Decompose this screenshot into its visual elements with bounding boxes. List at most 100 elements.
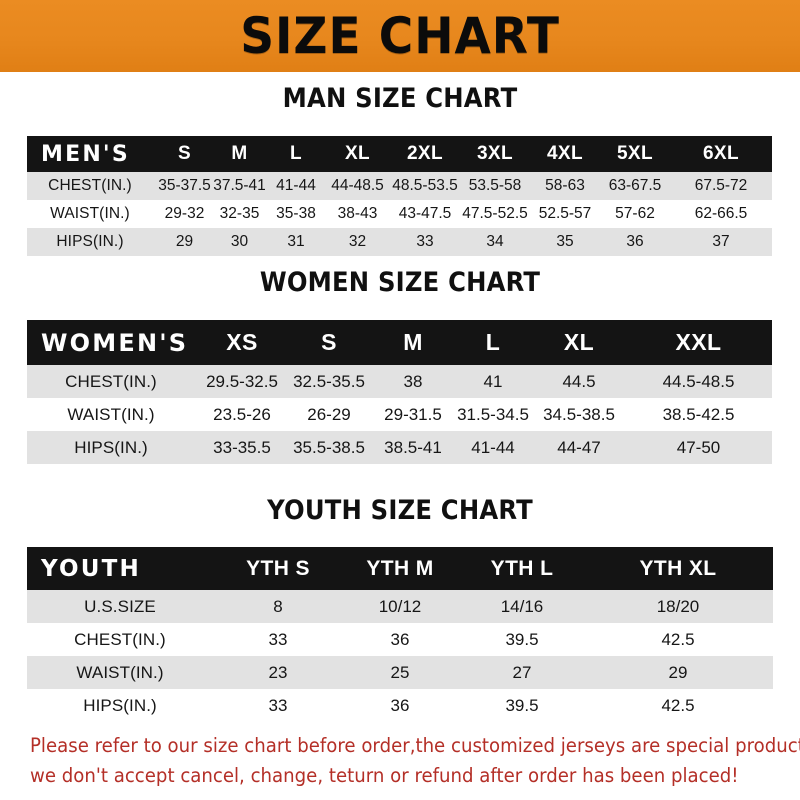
cell: 31.5-34.5 bbox=[457, 404, 529, 424]
cell: 41 bbox=[483, 371, 503, 391]
cell: 39.5 bbox=[505, 629, 539, 649]
men-col-header: S bbox=[177, 143, 192, 164]
youth-col-header: YTH M bbox=[366, 556, 434, 580]
cell: 42.5 bbox=[661, 629, 695, 649]
cell: 37.5-41 bbox=[213, 177, 266, 194]
cell: 33 bbox=[268, 629, 288, 649]
cell: 29.5-32.5 bbox=[206, 371, 278, 391]
man-size-chart-title: MAN SIZE CHART bbox=[282, 83, 518, 114]
table-row: WAIST(IN.) 23 25 27 29 bbox=[27, 656, 773, 689]
table-row: HIPS(IN.) 33-35.5 35.5-38.5 38.5-41 41-4… bbox=[27, 431, 772, 464]
cell: 35-37.5 bbox=[158, 177, 211, 194]
youth-table-header-row: YOUTH YTH S YTH M YTH L YTH XL bbox=[27, 547, 773, 590]
cell: 48.5-53.5 bbox=[392, 177, 458, 194]
cell: 34 bbox=[486, 233, 504, 250]
cell: 25 bbox=[390, 662, 410, 682]
order-policy-notice: Please refer to our size chart before or… bbox=[30, 731, 800, 791]
women-size-table: WOMEN'S XS S M L XL XXL CHEST(IN.) 29.5-… bbox=[27, 320, 772, 464]
cell: 31 bbox=[287, 233, 305, 250]
cell: 36 bbox=[626, 233, 644, 250]
table-row: CHEST(IN.) 33 36 39.5 42.5 bbox=[27, 623, 773, 656]
cell: 29-31.5 bbox=[384, 404, 442, 424]
cell: 30 bbox=[230, 233, 249, 250]
cell: 32 bbox=[348, 233, 367, 250]
men-col-header: 2XL bbox=[406, 143, 444, 164]
youth-col-header: YTH XL bbox=[639, 556, 717, 580]
notice-line-2: we don't accept cancel, change, teturn o… bbox=[30, 764, 739, 787]
women-size-chart-title: WOMEN SIZE CHART bbox=[259, 267, 541, 298]
cell: 10/12 bbox=[378, 596, 422, 616]
cell: 26-29 bbox=[307, 404, 351, 424]
table-row: HIPS(IN.) 33 36 39.5 42.5 bbox=[27, 689, 773, 722]
row-label: WAIST(IN.) bbox=[67, 404, 155, 424]
cell: 41-44 bbox=[276, 177, 316, 194]
cell: 33-35.5 bbox=[213, 437, 271, 457]
cell: 27 bbox=[512, 662, 532, 682]
row-label: HIPS(IN.) bbox=[83, 695, 157, 715]
women-col-header: M bbox=[403, 329, 423, 355]
table-row: CHEST(IN.) 29.5-32.5 32.5-35.5 38 41 44.… bbox=[27, 365, 772, 398]
cell: 36 bbox=[390, 629, 410, 649]
men-col-header: L bbox=[289, 143, 302, 164]
row-label: CHEST(IN.) bbox=[74, 629, 166, 649]
cell: 29 bbox=[668, 662, 688, 682]
row-label: CHEST(IN.) bbox=[48, 177, 132, 194]
cell: 44.5 bbox=[562, 371, 596, 391]
table-row: CHEST(IN.) 35-37.5 37.5-41 41-44 44-48.5… bbox=[27, 172, 772, 200]
cell: 57-62 bbox=[615, 205, 655, 222]
cell: 37 bbox=[712, 233, 730, 250]
youth-col-header: YTH L bbox=[490, 556, 554, 580]
size-chart-banner: SIZE CHART bbox=[0, 0, 800, 72]
cell: 29 bbox=[175, 233, 194, 250]
row-label: HIPS(IN.) bbox=[74, 437, 148, 457]
cell: 23.5-26 bbox=[213, 404, 271, 424]
men-col-header: M bbox=[231, 143, 248, 164]
notice-line-1: Please refer to our size chart before or… bbox=[30, 734, 800, 757]
men-corner-label: MEN'S bbox=[41, 141, 130, 167]
cell: 58-63 bbox=[545, 177, 585, 194]
cell: 23 bbox=[268, 662, 288, 682]
cell: 44.5-48.5 bbox=[662, 371, 735, 391]
cell: 32.5-35.5 bbox=[293, 371, 365, 391]
cell: 38.5-41 bbox=[384, 437, 442, 457]
youth-corner-label: YOUTH bbox=[41, 555, 142, 582]
cell: 38.5-42.5 bbox=[662, 404, 735, 424]
women-col-header: XXL bbox=[675, 329, 722, 355]
table-row: WAIST(IN.) 29-32 32-35 35-38 38-43 43-47… bbox=[27, 200, 772, 228]
table-row: WAIST(IN.) 23.5-26 26-29 29-31.5 31.5-34… bbox=[27, 398, 772, 431]
row-label: HIPS(IN.) bbox=[56, 233, 124, 250]
cell: 29-32 bbox=[164, 205, 205, 222]
cell: 67.5-72 bbox=[694, 177, 748, 194]
men-col-header: 5XL bbox=[616, 143, 654, 164]
women-table-header-row: WOMEN'S XS S M L XL XXL bbox=[27, 320, 772, 365]
cell: 8 bbox=[273, 596, 283, 616]
cell: 39.5 bbox=[505, 695, 539, 715]
cell: 52.5-57 bbox=[538, 205, 592, 222]
cell: 44-47 bbox=[557, 437, 601, 457]
cell: 35.5-38.5 bbox=[293, 437, 365, 457]
women-col-header: XS bbox=[226, 329, 258, 355]
men-col-header: 4XL bbox=[546, 143, 584, 164]
women-col-header: XL bbox=[563, 329, 595, 355]
cell: 36 bbox=[390, 695, 410, 715]
row-label: CHEST(IN.) bbox=[65, 371, 157, 391]
cell: 18/20 bbox=[656, 596, 700, 616]
men-col-header: XL bbox=[344, 143, 371, 164]
cell: 38 bbox=[403, 371, 423, 391]
women-corner-label: WOMEN'S bbox=[41, 328, 189, 357]
cell: 41-44 bbox=[471, 437, 515, 457]
youth-size-table: YOUTH YTH S YTH M YTH L YTH XL U.S.SIZE … bbox=[27, 547, 773, 722]
table-row: U.S.SIZE 8 10/12 14/16 18/20 bbox=[27, 590, 773, 623]
banner-title: SIZE CHART bbox=[240, 7, 560, 65]
cell: 42.5 bbox=[661, 695, 695, 715]
row-label: WAIST(IN.) bbox=[76, 662, 164, 682]
men-col-header: 3XL bbox=[476, 143, 514, 164]
cell: 47.5-52.5 bbox=[462, 205, 528, 222]
cell: 62-66.5 bbox=[694, 205, 748, 222]
women-col-header: L bbox=[485, 329, 501, 355]
cell: 63-67.5 bbox=[608, 177, 662, 194]
row-label: WAIST(IN.) bbox=[50, 205, 130, 222]
cell: 33 bbox=[268, 695, 288, 715]
cell: 35-38 bbox=[276, 205, 316, 222]
men-col-header: 6XL bbox=[702, 143, 740, 164]
